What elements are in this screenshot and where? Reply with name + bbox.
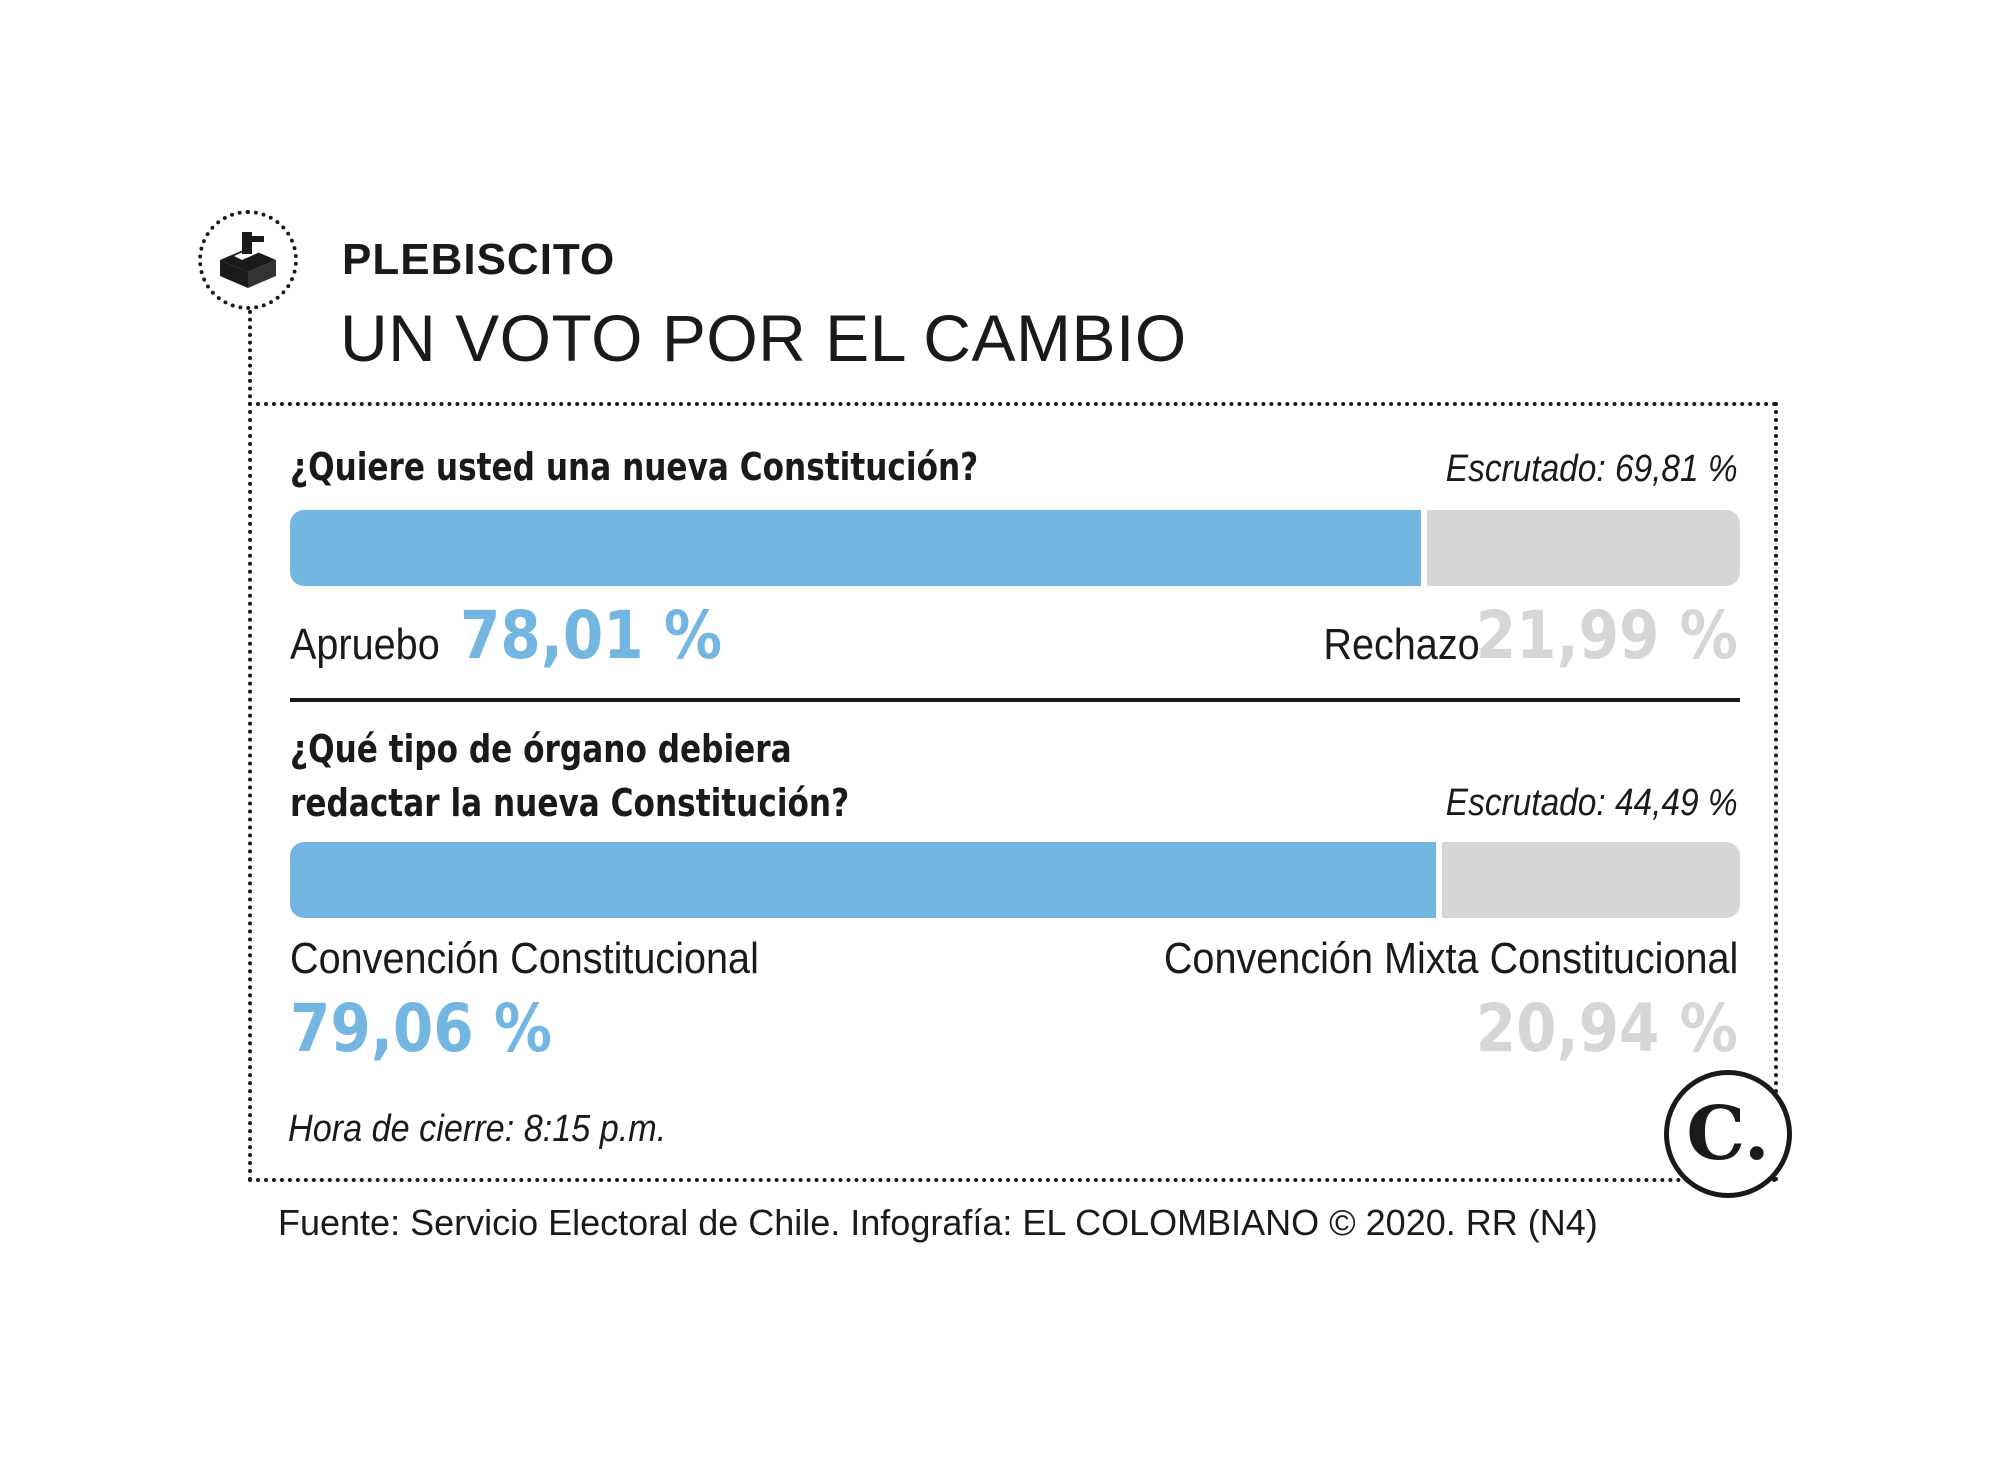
chart1-approve-label: Apruebo <box>290 620 440 669</box>
chart2-option2-label: Convención Mixta Constitucional <box>1163 934 1738 983</box>
section-divider <box>290 698 1740 702</box>
chart1-escrutado: Escrutado: 69,81 % <box>1446 448 1738 490</box>
chart1-bar-reject <box>1427 510 1740 586</box>
chart1-approve-value: 78,01 % <box>460 597 723 674</box>
chart2-title-line2: redactar la nueva Constitución? <box>290 781 850 825</box>
chart1-reject-label: Rechazo <box>1323 620 1480 669</box>
chart2-title-line1: ¿Qué tipo de órgano debiera <box>290 727 792 771</box>
chart2-option1-label: Convención Constitucional <box>290 934 759 983</box>
chart2-option2-value: 20,94 % <box>1475 990 1738 1067</box>
chart1-bar <box>290 510 1740 586</box>
chart2-escrutado: Escrutado: 44,49 % <box>1446 782 1738 824</box>
el-colombiano-logo: C. <box>1664 1070 1792 1198</box>
chart1-bar-gap <box>1421 510 1427 586</box>
chart2-bar-gap <box>1436 842 1442 918</box>
chart2-bar <box>290 842 1740 918</box>
chart1-bar-approve <box>290 510 1421 586</box>
content-frame <box>248 402 1778 1182</box>
kicker: PLEBISCITO <box>342 235 616 284</box>
ballot-box-icon <box>198 210 298 310</box>
closing-time: Hora de cierre: 8:15 p.m. <box>288 1108 667 1150</box>
page-title: UN VOTO POR EL CAMBIO <box>340 301 1187 375</box>
chart1-title: ¿Quiere usted una nueva Constitución? <box>290 445 979 489</box>
chart2-bar-convencion <box>290 842 1436 918</box>
source-footer: Fuente: Servicio Electoral de Chile. Inf… <box>278 1202 1598 1243</box>
chart1-reject-value: 21,99 % <box>1475 597 1738 674</box>
chart2-option1-value: 79,06 % <box>290 990 553 1067</box>
logo-letter: C. <box>1686 1091 1770 1177</box>
chart2-bar-mixta <box>1442 842 1740 918</box>
dotted-connector <box>248 310 252 406</box>
